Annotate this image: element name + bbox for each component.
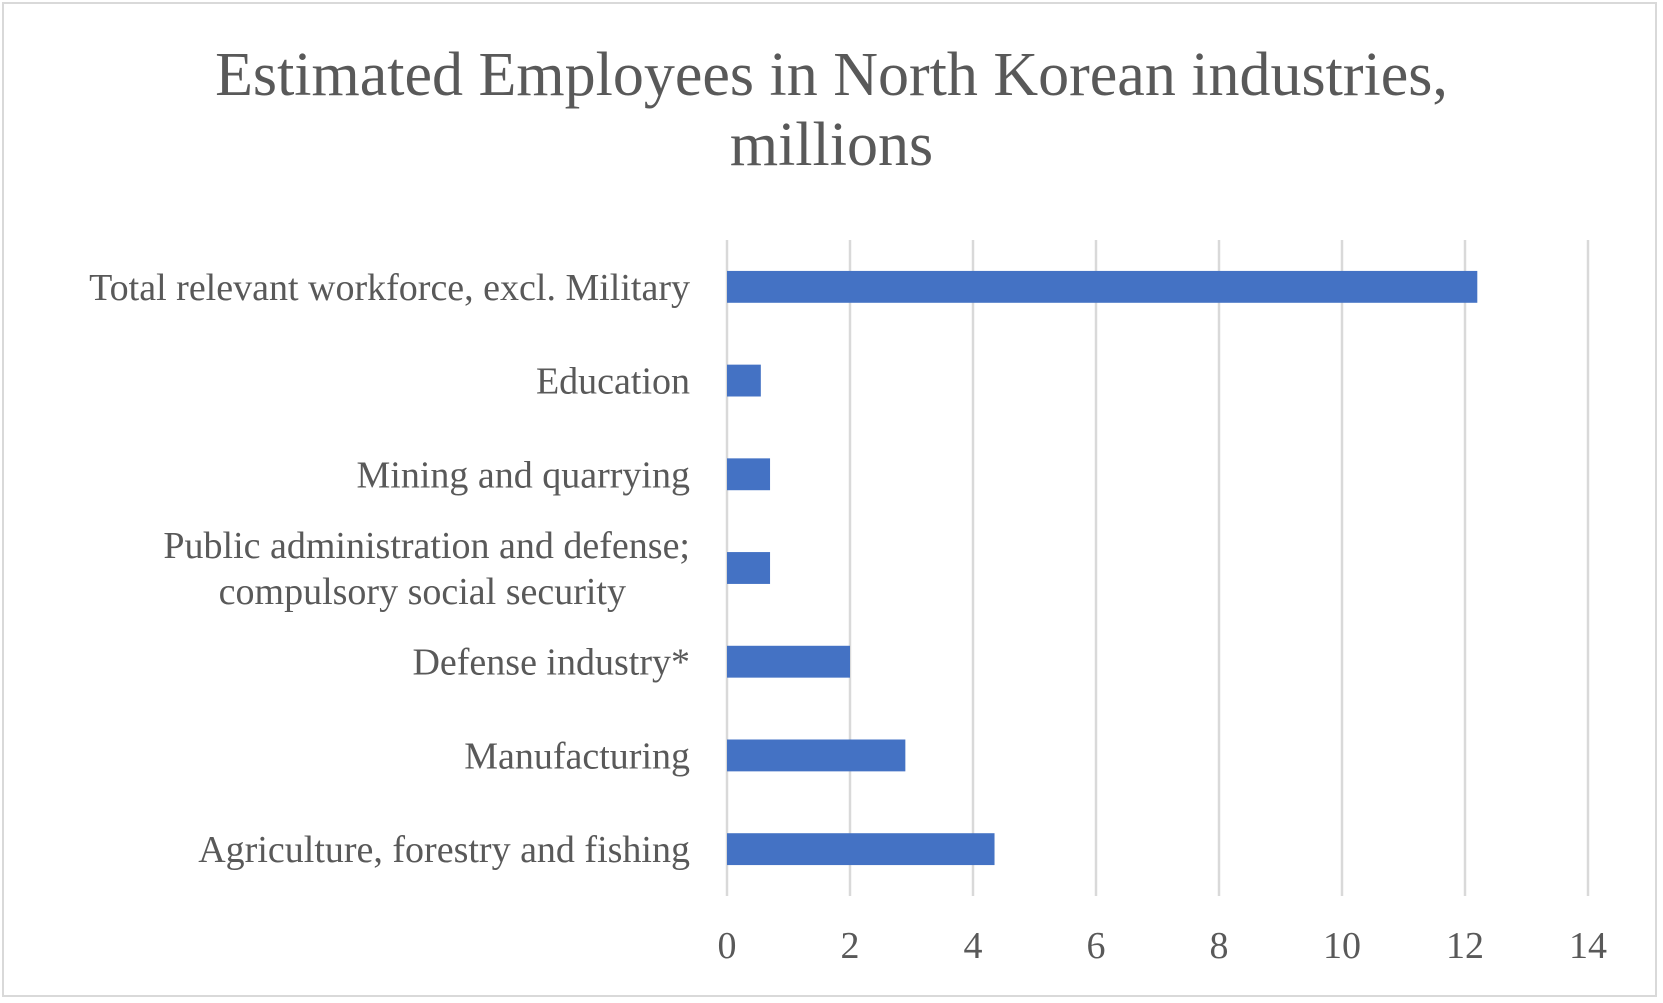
category-label-2: Mining and quarrying xyxy=(356,454,690,496)
bar-0 xyxy=(727,270,1478,303)
bar-4 xyxy=(727,645,850,678)
category-label-6: Agriculture, forestry and fishing xyxy=(198,829,690,871)
chart-title-line-2: millions xyxy=(729,111,934,179)
bar-2 xyxy=(727,458,771,491)
x-tick-labels: 0 2 4 6 8 10 12 14 xyxy=(718,925,1608,967)
x-tick-label-4: 8 xyxy=(1210,925,1229,967)
bar-6 xyxy=(727,833,995,866)
bar-5 xyxy=(727,739,906,772)
category-labels: Total relevant workforce, excl. Military… xyxy=(89,267,690,871)
bars xyxy=(727,270,1478,866)
category-label-1-line-0: Education xyxy=(536,361,690,403)
chart-title: Estimated Employees in North Korean indu… xyxy=(0,40,1663,180)
gridlines xyxy=(725,240,1590,896)
category-label-1: Education xyxy=(536,361,690,403)
category-label-0: Total relevant workforce, excl. Military xyxy=(89,267,690,309)
category-label-5: Manufacturing xyxy=(464,735,690,777)
chart-title-line-1: Estimated Employees in North Korean indu… xyxy=(215,41,1448,109)
bar-3 xyxy=(727,552,771,584)
category-label-4-line-0: Defense industry* xyxy=(412,642,690,684)
category-label-3: Public administration and defense; compul… xyxy=(163,525,690,613)
category-label-3-line-1: compulsory social security xyxy=(219,571,626,613)
category-label-3-line-0: Public administration and defense; xyxy=(163,525,690,567)
category-label-4: Defense industry* xyxy=(412,642,690,684)
x-tick-label-5: 10 xyxy=(1323,925,1361,967)
category-label-2-line-0: Mining and quarrying xyxy=(356,454,690,496)
x-tick-label-2: 4 xyxy=(964,925,983,967)
x-tick-label-0: 0 xyxy=(718,925,737,967)
category-label-6-line-0: Agriculture, forestry and fishing xyxy=(198,829,690,871)
category-label-0-line-0: Total relevant workforce, excl. Military xyxy=(89,267,690,309)
x-tick-label-7: 14 xyxy=(1569,925,1607,967)
x-tick-label-3: 6 xyxy=(1087,925,1106,967)
bar-1 xyxy=(727,364,761,397)
x-tick-label-6: 12 xyxy=(1446,925,1484,967)
category-label-5-line-0: Manufacturing xyxy=(464,735,690,777)
x-tick-label-1: 2 xyxy=(841,925,860,967)
